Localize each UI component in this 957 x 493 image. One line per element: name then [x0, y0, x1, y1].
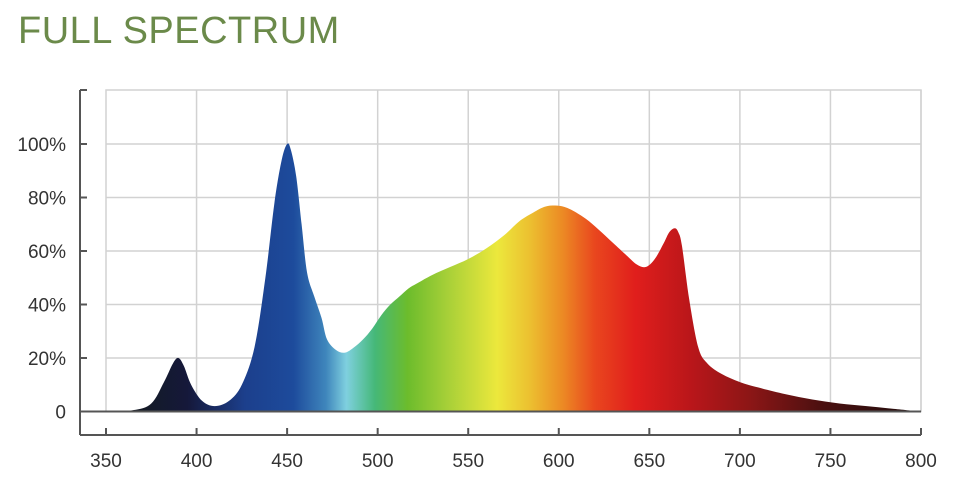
- chart-title: FULL SPECTRUM: [18, 10, 340, 52]
- x-tick-label: 800: [905, 451, 937, 472]
- spectrum-area: [106, 143, 921, 412]
- axes: [79, 89, 921, 436]
- x-tick-label: 400: [181, 451, 213, 472]
- y-tick-label: 20%: [28, 349, 66, 370]
- x-tick-label: 350: [90, 451, 122, 472]
- x-tick-label: 500: [362, 451, 394, 472]
- x-tick-label: 600: [543, 451, 575, 472]
- y-tick-label: 80%: [28, 189, 66, 210]
- y-tick-label: 60%: [28, 242, 66, 263]
- x-tick-label: 550: [452, 451, 484, 472]
- y-tick-label: 100%: [17, 135, 66, 156]
- y-tick-label: 0: [55, 403, 66, 424]
- x-tick-label: 700: [724, 451, 756, 472]
- y-tick-label: 40%: [28, 296, 66, 317]
- x-tick-label: 750: [815, 451, 847, 472]
- x-tick-label: 650: [633, 451, 665, 472]
- x-tick-label: 450: [271, 451, 303, 472]
